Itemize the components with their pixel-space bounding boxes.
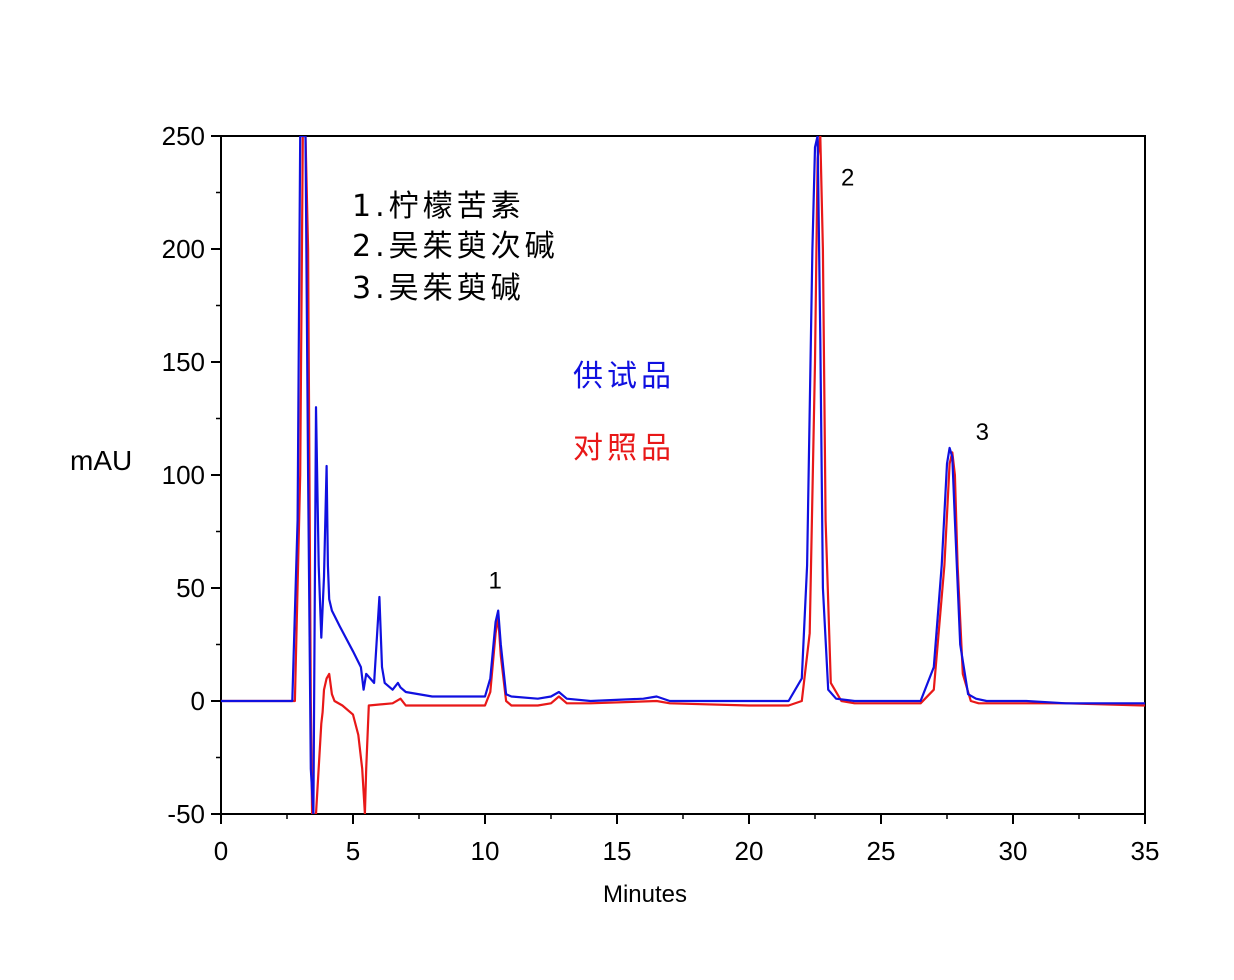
series-layer [221, 136, 1145, 814]
x-axis-title: Minutes [603, 881, 687, 908]
tick-label-layer: 0 5 10 15 20 25 30 35 250 200 150 100 50 0 -50 [162, 121, 1160, 866]
peak-label-layer: 1 2 3 [489, 164, 989, 594]
y-tick-label: 0 [191, 686, 205, 716]
series-line-sample [221, 136, 1145, 814]
peak-label-3: 3 [976, 419, 989, 446]
x-tick-label: 10 [471, 836, 500, 866]
compound-label-3: 3.吴茱萸碱 [352, 271, 525, 306]
y-tick-label: 200 [162, 234, 205, 264]
x-tick-label: 5 [346, 836, 360, 866]
legend-reference: 对照品 [573, 431, 675, 466]
x-tick-label: 30 [999, 836, 1028, 866]
y-tick-label: 150 [162, 347, 205, 377]
y-axis-title: mAU [70, 445, 132, 476]
x-tick-label: 0 [214, 836, 228, 866]
compound-label-2: 2.吴茱萸次碱 [352, 229, 559, 264]
x-tick-label: 20 [735, 836, 764, 866]
y-tick-label: -50 [167, 799, 205, 829]
peak-label-1: 1 [489, 568, 502, 595]
series-line-reference [221, 136, 1145, 814]
peak-label-2: 2 [841, 164, 854, 191]
y-tick-label: 250 [162, 121, 205, 151]
x-tick-label: 35 [1131, 836, 1160, 866]
x-tick-label: 25 [867, 836, 896, 866]
compound-label-1: 1.柠檬苦素 [352, 189, 525, 224]
x-tick-label: 15 [603, 836, 632, 866]
axes-group [211, 135, 1146, 824]
y-tick-label: 50 [176, 573, 205, 603]
y-tick-label: 100 [162, 460, 205, 490]
legend-sample: 供试品 [573, 359, 675, 394]
